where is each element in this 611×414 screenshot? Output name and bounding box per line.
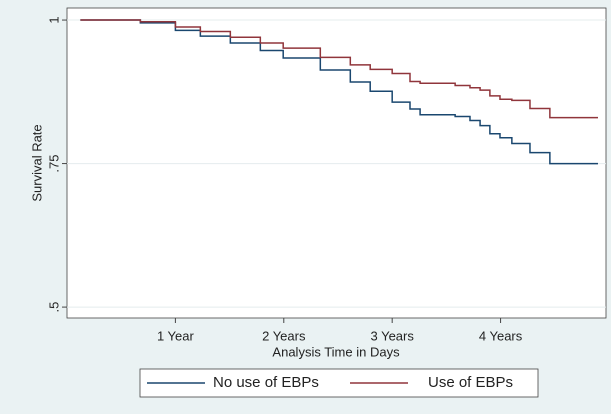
y-tick-label: .75 (46, 155, 61, 173)
plot-area (66, 7, 607, 319)
y-tick-label: 1 (46, 16, 61, 23)
x-axis-title: Analysis Time in Days (272, 344, 400, 359)
legend-label: Use of EBPs (428, 374, 513, 391)
x-tick-label: 2 Years (262, 328, 306, 343)
survival-curve (80, 19, 598, 119)
legend-label: No use of EBPs (213, 374, 319, 391)
y-axis-title: Survival Rate (29, 124, 44, 201)
x-tick-label: 3 Years (370, 328, 414, 343)
x-tick-label: 1 Year (157, 328, 195, 343)
legend-box (139, 368, 539, 398)
survival-curve (80, 19, 598, 165)
y-tick-label: .5 (46, 302, 61, 313)
x-tick-label: 4 Years (479, 328, 523, 343)
